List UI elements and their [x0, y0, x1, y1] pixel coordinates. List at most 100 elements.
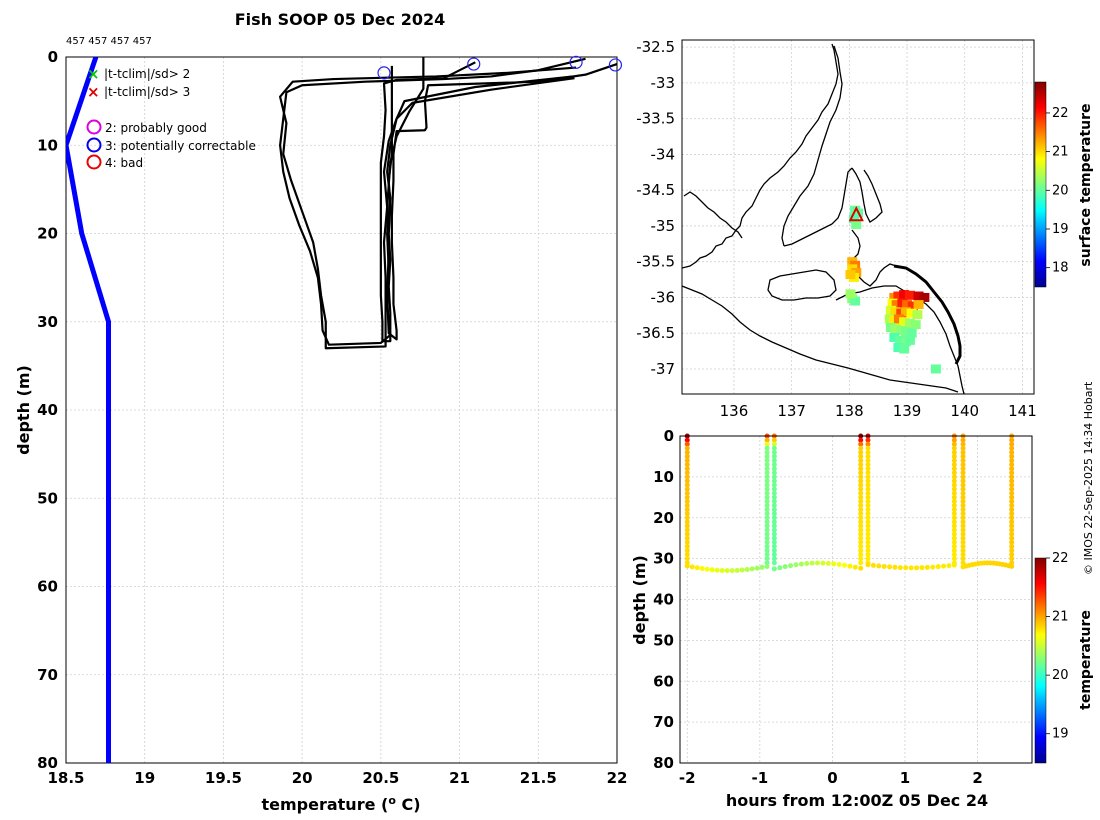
cast-temperature-dot	[1009, 527, 1015, 533]
profile-x-tick-label: 18.5	[47, 769, 84, 787]
cast-temperature-dot	[865, 494, 871, 500]
timeseries-axes-frame	[679, 435, 1033, 764]
timeseries-y-tick-label: 60	[653, 672, 674, 690]
sst-pixel	[899, 317, 910, 327]
legend-qc-3sd: |t-tclim|/sd> 3	[104, 85, 190, 99]
cast-temperature-dot	[951, 486, 957, 492]
cast-temperature-dot	[865, 535, 871, 541]
cast-temperature-dot	[960, 556, 966, 562]
cast-temperature-dot	[865, 502, 871, 508]
cast-temperature-dot	[684, 519, 690, 525]
temperature-colorbar-label: temperature	[1078, 610, 1094, 710]
cast-temperature-dot	[858, 466, 864, 472]
profile-legend: × |t-tclim|/sd> 2 × |t-tclim|/sd> 3 2: p…	[86, 65, 256, 170]
cast-temperature-dot	[960, 523, 966, 529]
transect-temperature-dot	[734, 567, 740, 573]
cast-temperature-dot	[771, 511, 777, 517]
transect-temperature-dot	[858, 565, 864, 571]
sst-pixel	[890, 324, 901, 334]
transect-temperature-dot	[724, 568, 730, 574]
surface-flag-circle	[377, 66, 391, 80]
cast-temperature-dot	[858, 458, 864, 464]
cast-temperature-dot	[960, 560, 966, 566]
transect-temperature-dot	[815, 560, 821, 566]
cast-temperature-dot	[865, 453, 871, 459]
coastline-map	[682, 43, 965, 394]
cast-temperature-dot	[684, 441, 690, 447]
cast-temperature-dot	[858, 552, 864, 558]
legend-magenta-circle-marker	[86, 119, 102, 135]
transect-temperature-dot	[798, 561, 804, 567]
timeseries-y-tick-label: 10	[653, 468, 674, 486]
cast-temperature-dot	[865, 507, 871, 513]
cast-temperature-dot	[960, 498, 966, 504]
transect-temperature-dot	[744, 566, 750, 572]
timeseries-x-axis-label: hours from 12:00Z 05 Dec 24	[726, 791, 988, 810]
cast-temperature-dot	[764, 490, 770, 496]
cast-temperature-dot	[764, 466, 770, 472]
cast-temperature-dot	[865, 547, 871, 553]
cast-temperature-dot	[960, 531, 966, 537]
cast-temperature-dot	[764, 539, 770, 545]
cast-temperature-dot	[684, 462, 690, 468]
ship-position-triangle	[848, 205, 864, 222]
cast-temperature-dot	[764, 458, 770, 464]
cast-temperature-dot	[951, 453, 957, 459]
profile-y-axis-label: depth (m)	[14, 365, 33, 455]
profile-x-tick-label: 19.5	[205, 769, 242, 787]
cast-temperature-dot	[771, 441, 777, 447]
cast-temperature-dot	[1009, 515, 1015, 521]
cast-temperature-dot	[764, 515, 770, 521]
transect-temperature-dot	[694, 565, 700, 571]
temperature-profile-line	[279, 66, 577, 350]
cast-temperature-dot	[960, 441, 966, 447]
cast-temperature-dot	[764, 441, 770, 447]
cast-temperature-dot	[858, 453, 864, 459]
sst-pixel	[907, 301, 918, 311]
cast-temperature-dot	[771, 523, 777, 529]
cast-temperature-dot	[951, 547, 957, 553]
cast-temperature-dot	[684, 511, 690, 517]
temperature-colorbar-tick-label: 19	[1052, 727, 1069, 742]
temperature-colorbar[interactable]	[1034, 557, 1047, 764]
cast-temperature-dot	[960, 511, 966, 517]
profile-y-tick-label: 50	[37, 489, 58, 507]
cast-temperature-dot	[858, 539, 864, 545]
cast-temperature-dot	[1009, 453, 1015, 459]
cast-temperature-dot	[764, 494, 770, 500]
cast-temperature-dot	[764, 453, 770, 459]
sst-colorbar[interactable]	[1034, 81, 1047, 288]
sst-pixel	[845, 289, 856, 299]
transect-temperature-dot	[699, 566, 705, 572]
profile-y-tick-label: 20	[37, 225, 58, 243]
transect-temperature-dot	[908, 565, 914, 571]
cast-temperature-dot	[858, 519, 864, 525]
cast-temperature-dot	[960, 474, 966, 480]
coastline-islands-west	[683, 191, 743, 239]
map-y-tick-label: -34	[651, 145, 676, 163]
map-y-tick-label: -34.5	[636, 181, 675, 199]
timeseries-x-tick-label: -2	[679, 769, 696, 787]
sst-pixel	[851, 220, 862, 230]
transect-temperature-dot	[935, 564, 941, 570]
cast-temperature-dot	[960, 539, 966, 545]
cast-temperature-dot	[1009, 458, 1015, 464]
cast-temperature-dot	[951, 437, 957, 443]
climatology-line	[66, 57, 112, 763]
cast-temperature-dot	[764, 474, 770, 480]
sst-pixel	[845, 270, 856, 280]
temperature-colorbar-ticks: 22 21 20 19	[1046, 551, 1069, 742]
transect-temperature-dot	[881, 563, 887, 569]
profile-x-tick-label: 22	[607, 769, 628, 787]
cast-temperature-dot	[960, 458, 966, 464]
sst-pixel	[930, 364, 941, 374]
cast-temperature-dot	[858, 478, 864, 484]
surface-flag-markers	[377, 55, 623, 80]
cast-temperature-dot	[951, 519, 957, 525]
cast-temperature-dot	[858, 486, 864, 492]
cast-temperature-dot	[1009, 474, 1015, 480]
timeseries-y-tick-label: 70	[653, 713, 674, 731]
cast-temperature-dot	[1009, 552, 1015, 558]
cast-temperature-dot	[951, 539, 957, 545]
cast-temperature-dot	[951, 470, 957, 476]
